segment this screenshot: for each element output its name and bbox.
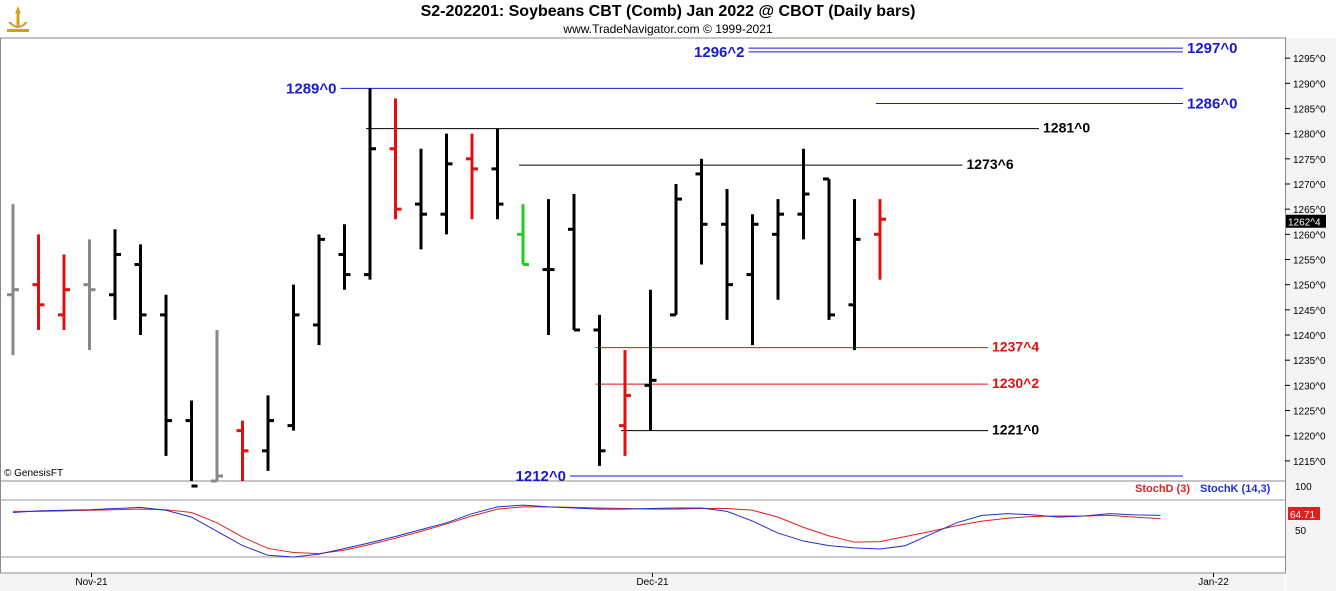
y-tick-label: 1280^0 bbox=[1293, 130, 1326, 141]
level-label: 1273^6 bbox=[967, 156, 1014, 172]
level-label: 1281^0 bbox=[1043, 120, 1090, 136]
level-label: 1212^0 bbox=[516, 468, 566, 485]
level-label: 1297^0 bbox=[1187, 40, 1237, 57]
price-panel bbox=[0, 37, 1286, 482]
stoch-value-label: 64.71 bbox=[1290, 510, 1315, 521]
last-price-tag bbox=[1286, 214, 1326, 228]
y-tick-label: 1270^0 bbox=[1293, 180, 1326, 191]
bottom-axis-panel bbox=[0, 574, 1285, 591]
y-tick-label: 1220^0 bbox=[1293, 432, 1326, 443]
x-tick-label: Dec-21 bbox=[636, 577, 669, 588]
y-tick-label: 1255^0 bbox=[1293, 256, 1326, 267]
stoch-tick-label: 100 bbox=[1295, 482, 1312, 493]
y-tick-label: 1275^0 bbox=[1293, 155, 1326, 166]
level-label: 1221^0 bbox=[992, 422, 1039, 438]
stoch-line bbox=[13, 506, 1161, 555]
stoch-panel bbox=[0, 480, 1286, 574]
level-label: 1289^0 bbox=[286, 80, 336, 97]
y-tick-label: 1260^0 bbox=[1293, 230, 1326, 241]
y-tick-label: 1250^0 bbox=[1293, 281, 1326, 292]
level-label: 1296^2 bbox=[694, 44, 744, 61]
legend-stochk: StochK (14,3) bbox=[1200, 483, 1271, 495]
y-tick-label: 1295^0 bbox=[1293, 54, 1326, 65]
level-label: 1230^2 bbox=[992, 375, 1039, 391]
legend-stochd: StochD (3) bbox=[1135, 483, 1190, 495]
y-tick-label: 1265^0 bbox=[1293, 205, 1326, 216]
y-tick-label: 1240^0 bbox=[1293, 331, 1326, 342]
trade-navigator-logo-icon bbox=[4, 4, 32, 34]
stoch-value-tag bbox=[1288, 507, 1320, 520]
level-label: 1237^4 bbox=[992, 339, 1039, 355]
y-tick-label: 1230^0 bbox=[1293, 381, 1326, 392]
y-tick-label: 1285^0 bbox=[1293, 104, 1326, 115]
stoch-tick-label: 50 bbox=[1295, 526, 1307, 537]
chart-title: S2-202201: Soybeans CBT (Comb) Jan 2022 … bbox=[420, 3, 916, 20]
watermark-text: © GenesisFT bbox=[4, 468, 64, 479]
last-price-label: 1262^4 bbox=[1288, 218, 1321, 229]
y-tick-label: 1290^0 bbox=[1293, 79, 1326, 90]
y-tick-label: 1235^0 bbox=[1293, 356, 1326, 367]
x-tick-label: Nov-21 bbox=[75, 577, 108, 588]
y-tick-label: 1245^0 bbox=[1293, 306, 1326, 317]
y-tick-label: 1215^0 bbox=[1293, 457, 1326, 468]
stoch-line bbox=[12, 504, 1161, 558]
right-axis-panel bbox=[1286, 38, 1336, 591]
x-tick-label: Jan-22 bbox=[1198, 577, 1229, 588]
chart-subtitle: www.TradeNavigator.com © 1999-2021 bbox=[563, 22, 773, 36]
level-label: 1286^0 bbox=[1187, 95, 1237, 112]
y-tick-label: 1225^0 bbox=[1293, 407, 1326, 418]
